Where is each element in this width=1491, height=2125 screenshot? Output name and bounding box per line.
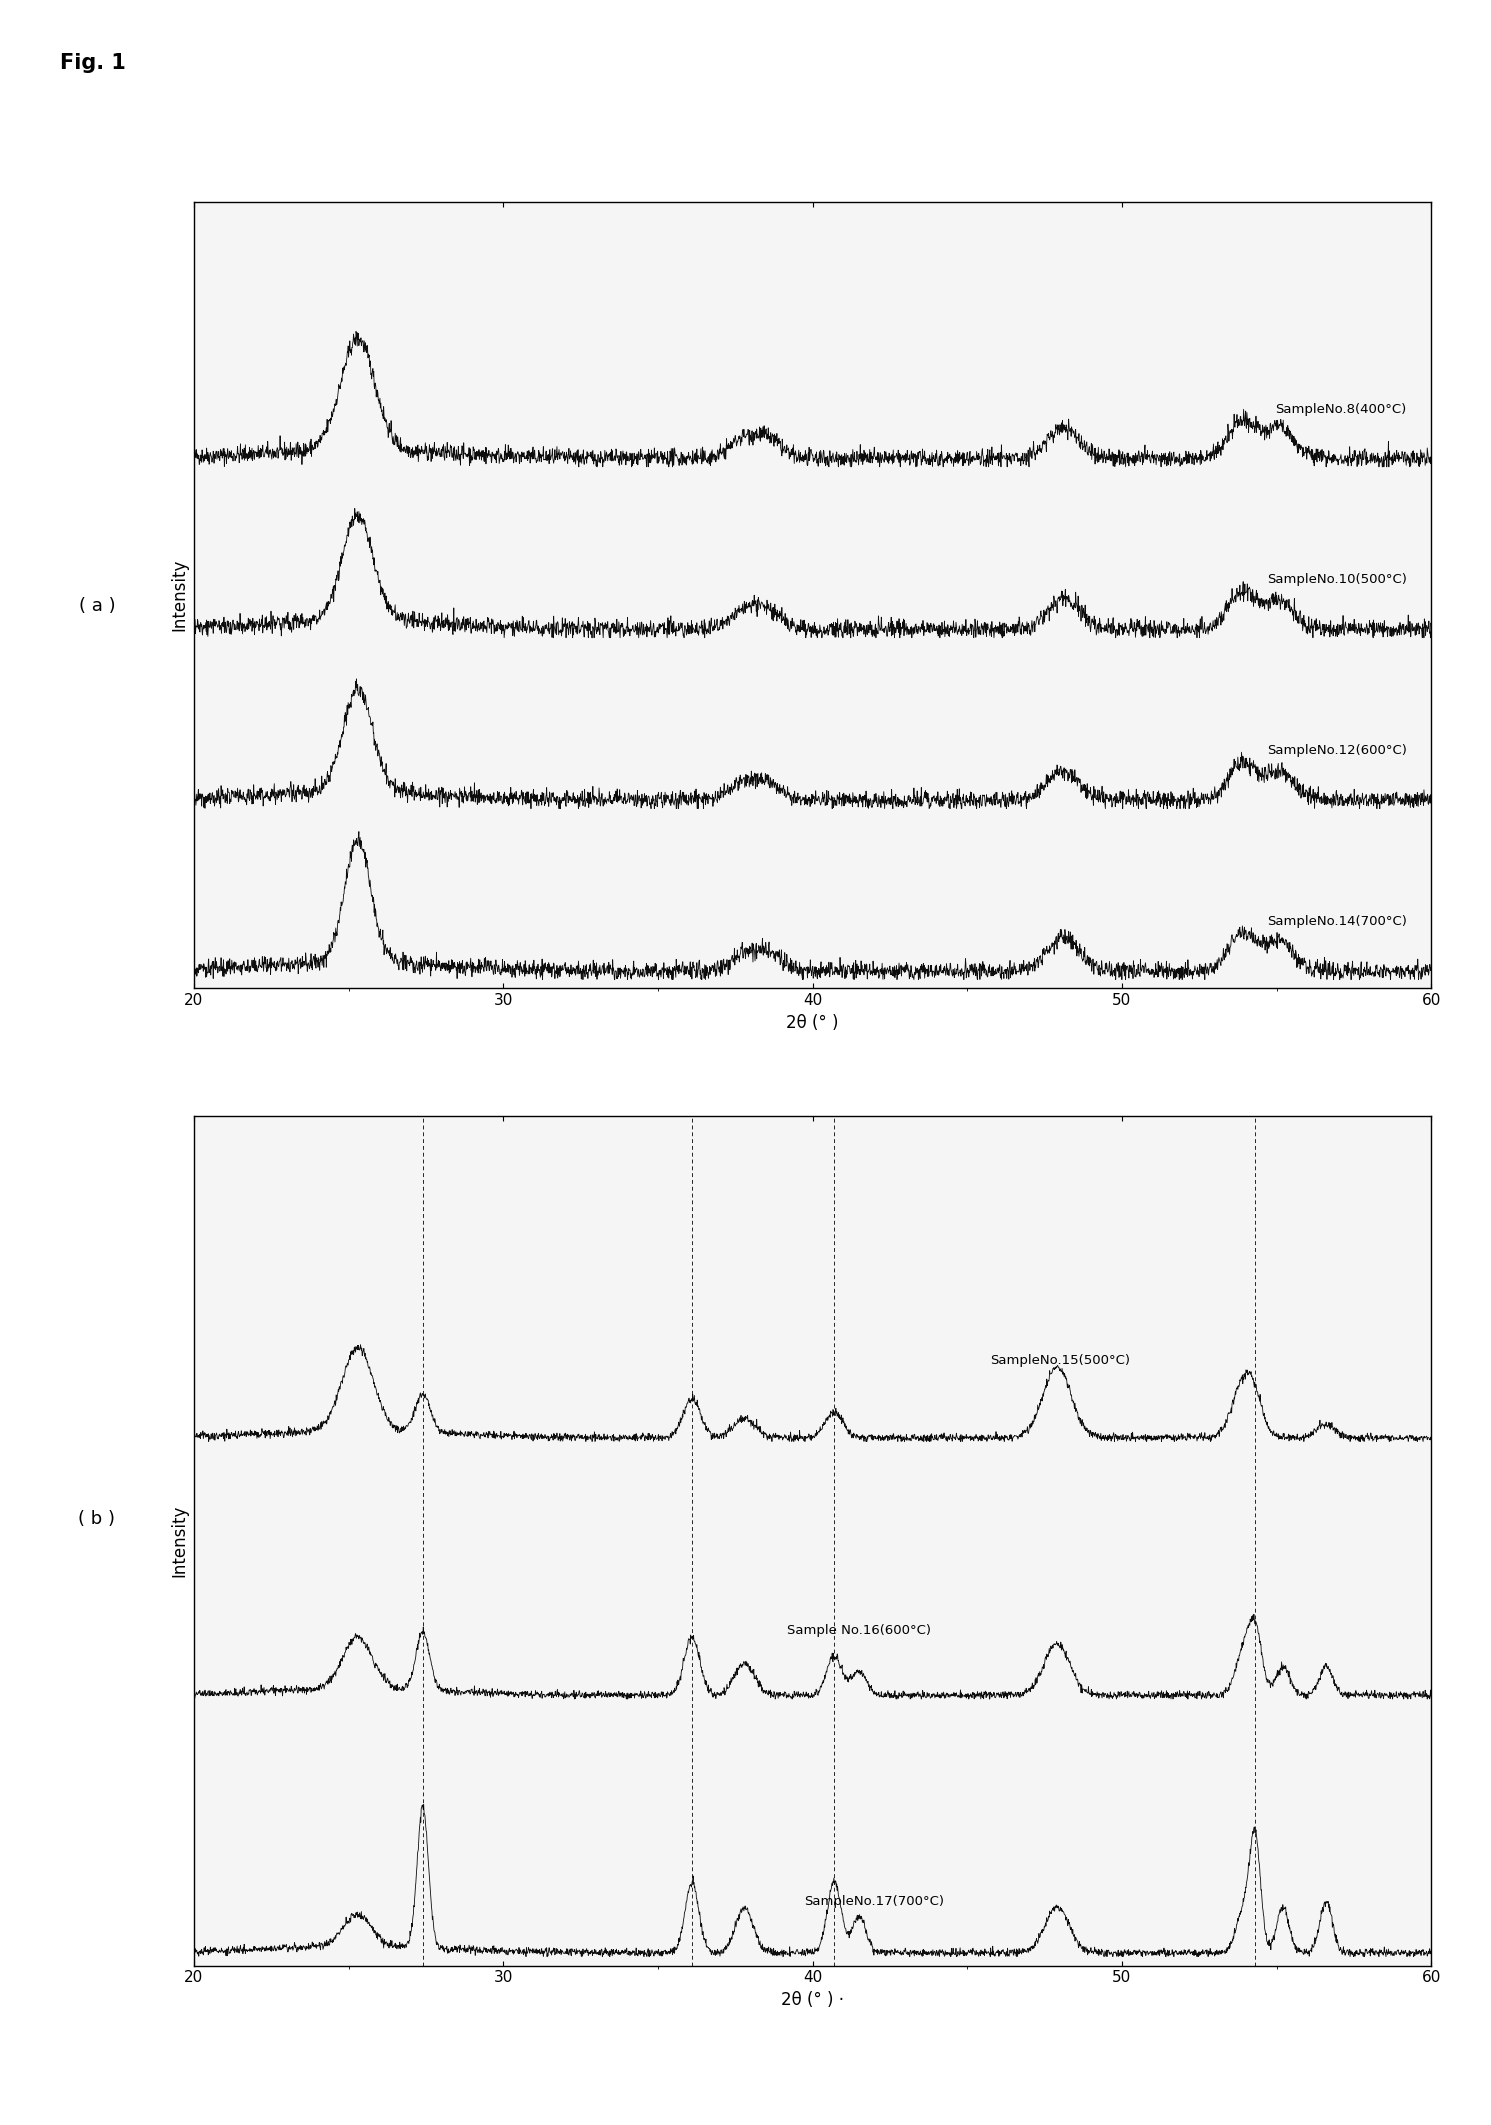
X-axis label: 2θ (° ): 2θ (° ) [786, 1014, 839, 1031]
Text: SampleNo.12(600°C): SampleNo.12(600°C) [1267, 744, 1406, 756]
X-axis label: 2θ (° ) ·: 2θ (° ) · [781, 1991, 844, 2008]
Text: SampleNo.8(400°C): SampleNo.8(400°C) [1275, 402, 1406, 416]
Y-axis label: Intensity: Intensity [170, 559, 188, 631]
Text: ( a ): ( a ) [79, 597, 115, 614]
Text: Fig. 1: Fig. 1 [60, 53, 125, 72]
Text: SampleNo.17(700°C): SampleNo.17(700°C) [805, 1896, 944, 1908]
Text: SampleNo.14(700°C): SampleNo.14(700°C) [1267, 916, 1406, 929]
Text: SampleNo.10(500°C): SampleNo.10(500°C) [1267, 574, 1406, 586]
Text: Sample No.16(600°C): Sample No.16(600°C) [787, 1624, 930, 1636]
Text: ( b ): ( b ) [79, 1511, 115, 1528]
Text: SampleNo.15(500°C): SampleNo.15(500°C) [990, 1354, 1130, 1366]
Y-axis label: Intensity: Intensity [170, 1504, 188, 1577]
